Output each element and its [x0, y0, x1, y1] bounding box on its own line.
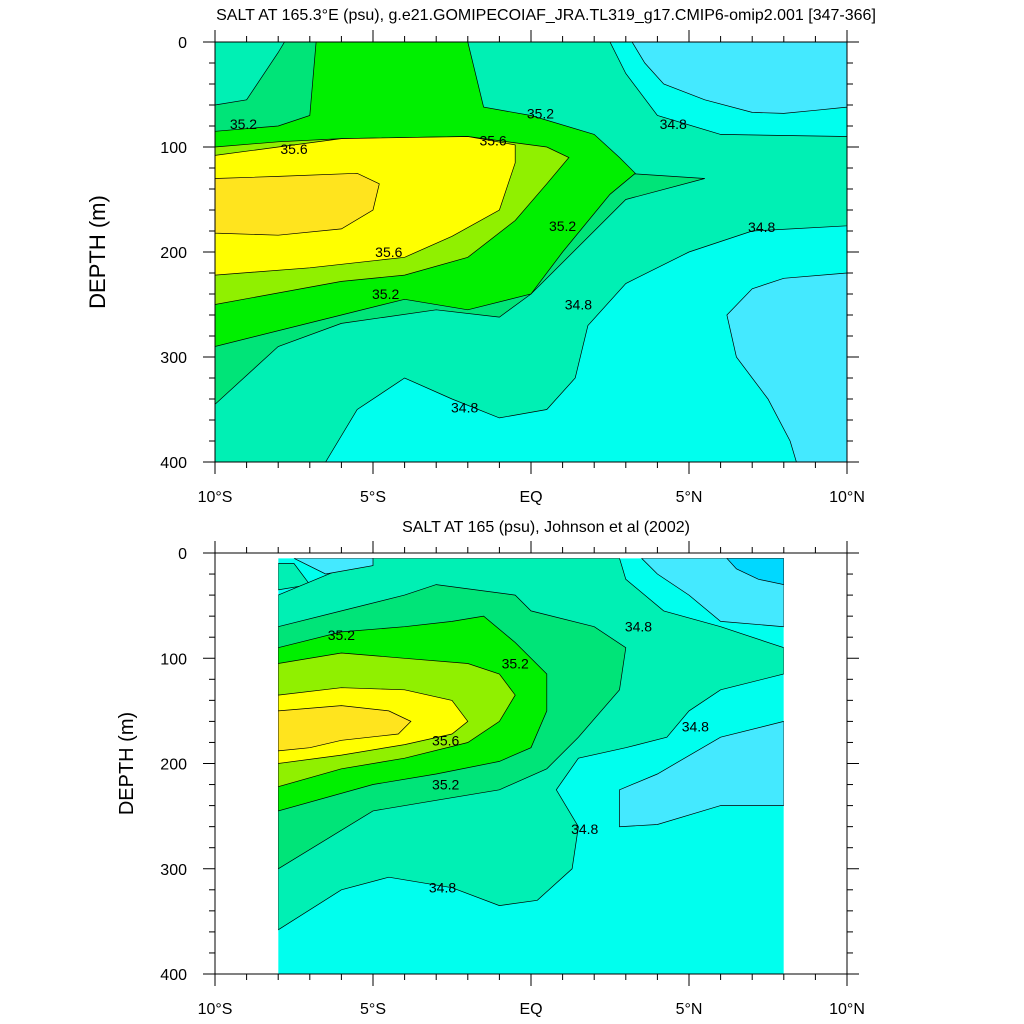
y-axis-label: DEPTH (m): [116, 712, 138, 815]
y-tick-label: 400: [160, 455, 187, 472]
x-tick-label: 5°S: [360, 1001, 386, 1018]
contour-label: 34.8: [660, 116, 687, 132]
chart-title: SALT AT 165.3°E (psu), g.e21.GOMIPECOIAF…: [216, 7, 876, 24]
contour-line-8: [293, 558, 374, 575]
contour-line-8: [631, 42, 847, 114]
salinity-band-s34_8_35_0-1: [278, 563, 310, 590]
contour-label: 35.6: [479, 133, 506, 149]
contour-label: 35.6: [280, 141, 307, 157]
salinity-band-s34_4_34_6-8: [294, 558, 373, 574]
salinity-band-s34_4_34_6-9: [641, 558, 784, 627]
x-tick-label: EQ: [519, 489, 542, 506]
contour-panel-2: SALT AT 165 (psu), Johnson et al (2002) D…: [116, 519, 865, 1018]
contour-line-4: [278, 615, 548, 812]
contour-label: 35.2: [328, 627, 355, 643]
x-tick-label: EQ: [519, 1001, 542, 1018]
salinity-band-gt35_8-7: [278, 705, 411, 751]
contour-label: 34.8: [565, 297, 592, 313]
contour-label: 35.2: [502, 656, 529, 672]
contour-line-7: [215, 172, 380, 236]
contour-line-3: [215, 42, 705, 405]
contour-label: 34.8: [451, 399, 478, 415]
y-tick-label: 0: [178, 35, 187, 52]
salinity-bands: [215, 42, 847, 462]
contour-panel-1: SALT AT 165.3°E (psu), g.e21.GOMIPECOIAF…: [85, 7, 876, 506]
y-tick-label: 0: [178, 546, 187, 563]
x-tick-label: 5°N: [676, 489, 703, 506]
salinity-band-lt34_4-11: [726, 558, 784, 585]
x-tick-label: 5°S: [360, 489, 386, 506]
y-tick-label: 100: [160, 651, 187, 668]
y-tick-label: 100: [160, 140, 187, 157]
y-axis-label: DEPTH (m): [85, 195, 110, 309]
y-tick-label: 200: [160, 245, 187, 262]
salinity-band-s34_4_34_6-8: [632, 42, 847, 114]
x-tick-label: 10°S: [198, 489, 233, 506]
contour-line-7: [278, 705, 412, 752]
y-tick-label: 400: [160, 967, 187, 984]
contour-line-10: [619, 721, 784, 828]
contour-line-3: [278, 584, 627, 870]
x-tick-label: 5°N: [676, 1001, 703, 1018]
contour-line-6: [215, 136, 516, 276]
x-tick-label: 10°N: [829, 1001, 865, 1018]
contour-line-2: [278, 558, 784, 931]
salinity-band-s34_4_34_6-9: [726, 273, 847, 462]
contour-label: 35.2: [230, 116, 257, 132]
contour-label: 34.8: [429, 880, 456, 896]
contour-line-5: [278, 652, 516, 788]
contour-label: 35.2: [432, 777, 459, 793]
contour-label: 35.6: [432, 732, 459, 748]
salinity-band-s34_4_34_6-10: [619, 721, 784, 827]
chart-title: SALT AT 165 (psu), Johnson et al (2002): [402, 519, 690, 536]
salinity-band-gt35_8-7: [215, 173, 380, 236]
contour-label: 34.8: [571, 821, 598, 837]
contour-label: 34.8: [748, 219, 775, 235]
salinity-bands: [278, 558, 784, 974]
contour-label: 35.6: [375, 244, 402, 260]
contour-line-2: [215, 42, 847, 462]
contour-label: 35.2: [549, 218, 576, 234]
contour-line-9: [726, 272, 847, 462]
contour-line-11: [726, 558, 784, 585]
contour-label: 34.8: [682, 719, 709, 735]
contour-line-6: [278, 687, 469, 764]
contour-label: 35.2: [527, 105, 554, 121]
contour-label: 35.2: [372, 286, 399, 302]
contour-label: 34.8: [625, 619, 652, 635]
x-tick-label: 10°N: [829, 489, 865, 506]
y-tick-label: 300: [160, 862, 187, 879]
x-tick-label: 10°S: [198, 1001, 233, 1018]
y-tick-label: 300: [160, 350, 187, 367]
y-tick-label: 200: [160, 757, 187, 774]
contour-line-4: [215, 42, 636, 347]
